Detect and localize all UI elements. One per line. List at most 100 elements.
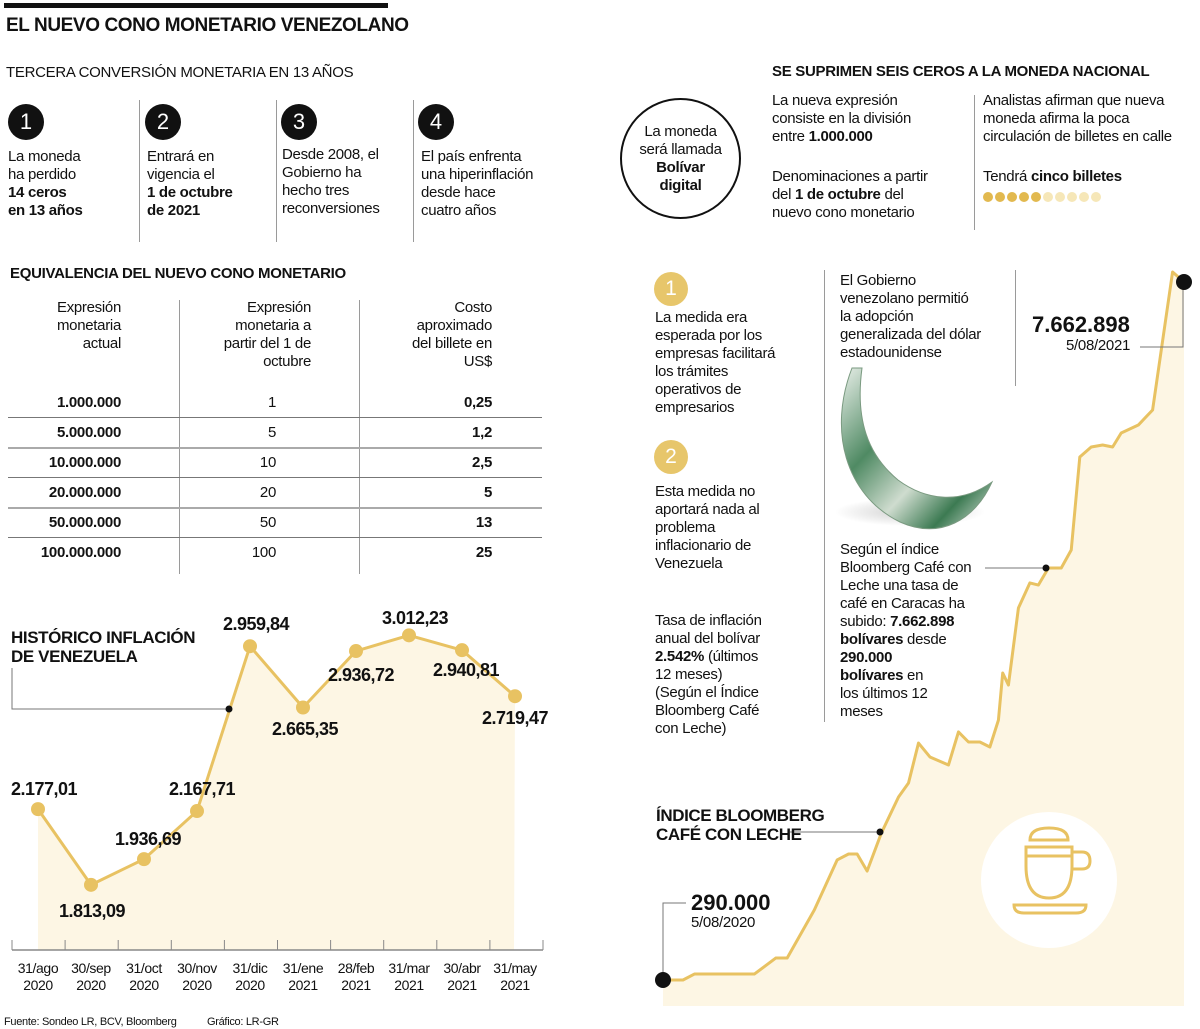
table-cell-new: 20 (259, 484, 276, 501)
note-1: La medida era esperada por los empresas … (655, 309, 776, 416)
divider (974, 95, 975, 230)
divider (139, 100, 140, 242)
table-cell-current: 100.000.000 (40, 544, 121, 561)
fact-2: Entrará en vigencia el 1 de octubre de 2… (147, 148, 233, 219)
top-rule (4, 3, 388, 8)
x-tick-label: 31/ago 2020 (17, 960, 59, 993)
title-connector (11, 668, 229, 710)
inflation-data-label: 2.167,71 (168, 779, 236, 800)
fact-number-2: 2 (145, 104, 181, 140)
inflation-point (243, 639, 257, 654)
table-title: EQUIVALENCIA DEL NUEVO CONO MONETARIO (10, 265, 346, 282)
dollar-bill (840, 367, 994, 530)
inflation-point (455, 643, 469, 658)
connector-dot (876, 828, 884, 836)
bill-dot-empty (1091, 192, 1101, 202)
fact-number-4: 4 (418, 104, 454, 140)
divider (413, 100, 414, 242)
coffee-circle (981, 812, 1117, 948)
bills-text: Tendrá cinco billetes (983, 168, 1122, 185)
note-2: Esta medida no aportará nada al problema… (655, 483, 760, 572)
table-cell-cost: 5 (483, 484, 492, 501)
table-header-cost: Costo aproximado del billete en US$ (411, 299, 492, 370)
table-cell-cost: 13 (475, 514, 492, 531)
denominations-text: Denominaciones a partir del 1 de octubre… (772, 168, 928, 221)
cafe-chart-title: ÍNDICE BLOOMBERG CAFÉ CON LECHE (656, 806, 825, 844)
x-tick-label: 31/oct 2020 (126, 960, 162, 993)
start-date-label: 5/08/2020 (691, 914, 756, 931)
table-cell-new: 100 (251, 544, 276, 561)
coffee-badge (981, 812, 1117, 948)
x-tick-label: 30/abr 2021 (443, 960, 481, 993)
inflation-point (190, 804, 204, 819)
x-tick-label: 31/dic 2020 (232, 960, 268, 993)
inflation-data-label: 1.813,09 (58, 900, 126, 921)
inflation-data-label: 2.719,47 (481, 708, 549, 729)
inflation-point (31, 802, 45, 817)
table-cell-current: 1.000.000 (56, 394, 121, 411)
inflation-point (137, 852, 151, 867)
inflation-area-fill (38, 635, 515, 950)
inflation-rate-note: Tasa de inflación anual del bolívar 2.54… (655, 612, 762, 737)
start-value-label: 290.000 (691, 890, 771, 915)
inflation-data-label: 1.936,69 (114, 829, 182, 850)
divider (359, 300, 360, 574)
table-cell-current: 10.000.000 (48, 454, 121, 471)
bill-dot-empty (1079, 192, 1089, 202)
bill-dot-filled (1031, 192, 1041, 202)
connector-dot (225, 705, 233, 713)
table-row-divider (8, 537, 542, 538)
dollar-bill-illustration (835, 367, 994, 530)
x-tick-label: 31/mar 2021 (388, 960, 430, 993)
divider (276, 100, 277, 242)
bill-dot-empty (1055, 192, 1065, 202)
fact-number-1: 1 (8, 104, 44, 140)
inflation-chart (11, 628, 544, 951)
table-cell-current: 50.000.000 (48, 514, 121, 531)
x-tick-label: 31/may 2021 (493, 960, 537, 993)
note-number-1: 1 (654, 272, 688, 306)
bloomberg-note: Según el índice Bloomberg Café con Leche… (840, 541, 972, 720)
bill-dot-filled (1019, 192, 1029, 202)
table-row-divider (8, 507, 542, 509)
end-point (1176, 274, 1192, 290)
connector-dot (1042, 564, 1050, 572)
page-subtitle: TERCERA CONVERSIÓN MONETARIA EN 13 AÑOS (6, 64, 354, 81)
inflation-data-label: 2.936,72 (327, 665, 395, 686)
coffee-cup-icon (1012, 826, 1092, 915)
six-zeros-heading: SE SUPRIMEN SEIS CEROS A LA MONEDA NACIO… (772, 63, 1150, 80)
page-title: EL NUEVO CONO MONETARIO VENEZOLANO (6, 15, 409, 36)
credit-text: Gráfico: LR-GR (207, 1016, 279, 1028)
inflation-point (402, 628, 416, 643)
table-cell-new: 10 (259, 454, 276, 471)
dollar-note: El Gobierno venezolano permitió la adopc… (840, 272, 982, 361)
x-tick-label: 30/sep 2020 (71, 960, 111, 993)
table-cell-new: 1 (267, 394, 276, 411)
table-row-divider (8, 417, 542, 418)
table-header-current: Expresión monetaria actual (56, 299, 121, 352)
table-cell-cost: 25 (475, 544, 492, 561)
table-cell-cost: 2,5 (472, 454, 492, 471)
x-tick-label: 28/feb 2021 (337, 960, 375, 993)
table-cell-cost: 0,25 (464, 394, 492, 411)
bill-count-dots (983, 192, 1101, 202)
bill-dot-filled (1007, 192, 1017, 202)
table-cell-new: 50 (259, 514, 276, 531)
start-connector (662, 902, 686, 980)
table-row-divider (8, 447, 542, 449)
inflation-chart-title: HISTÓRICO INFLACIÓN DE VENEZUELA (11, 628, 196, 666)
inflation-point (349, 644, 363, 659)
inflation-data-label: 2.940,81 (432, 660, 500, 681)
note-number-2: 2 (654, 440, 688, 474)
inflation-data-label: 2.665,35 (271, 719, 339, 740)
inflation-data-label: 2.177,01 (10, 779, 78, 800)
start-point (655, 972, 671, 988)
inflation-point (508, 689, 522, 704)
fact-1: La moneda ha perdido 14 ceros en 13 años (8, 148, 83, 219)
x-tick-label: 30/nov 2020 (177, 960, 217, 993)
x-tick-label: 31/ene 2021 (282, 960, 324, 993)
inflation-data-label: 2.959,84 (222, 614, 290, 635)
table-cell-new: 5 (267, 424, 276, 441)
fact-4: El país enfrenta una hiperinflación desd… (421, 148, 534, 219)
